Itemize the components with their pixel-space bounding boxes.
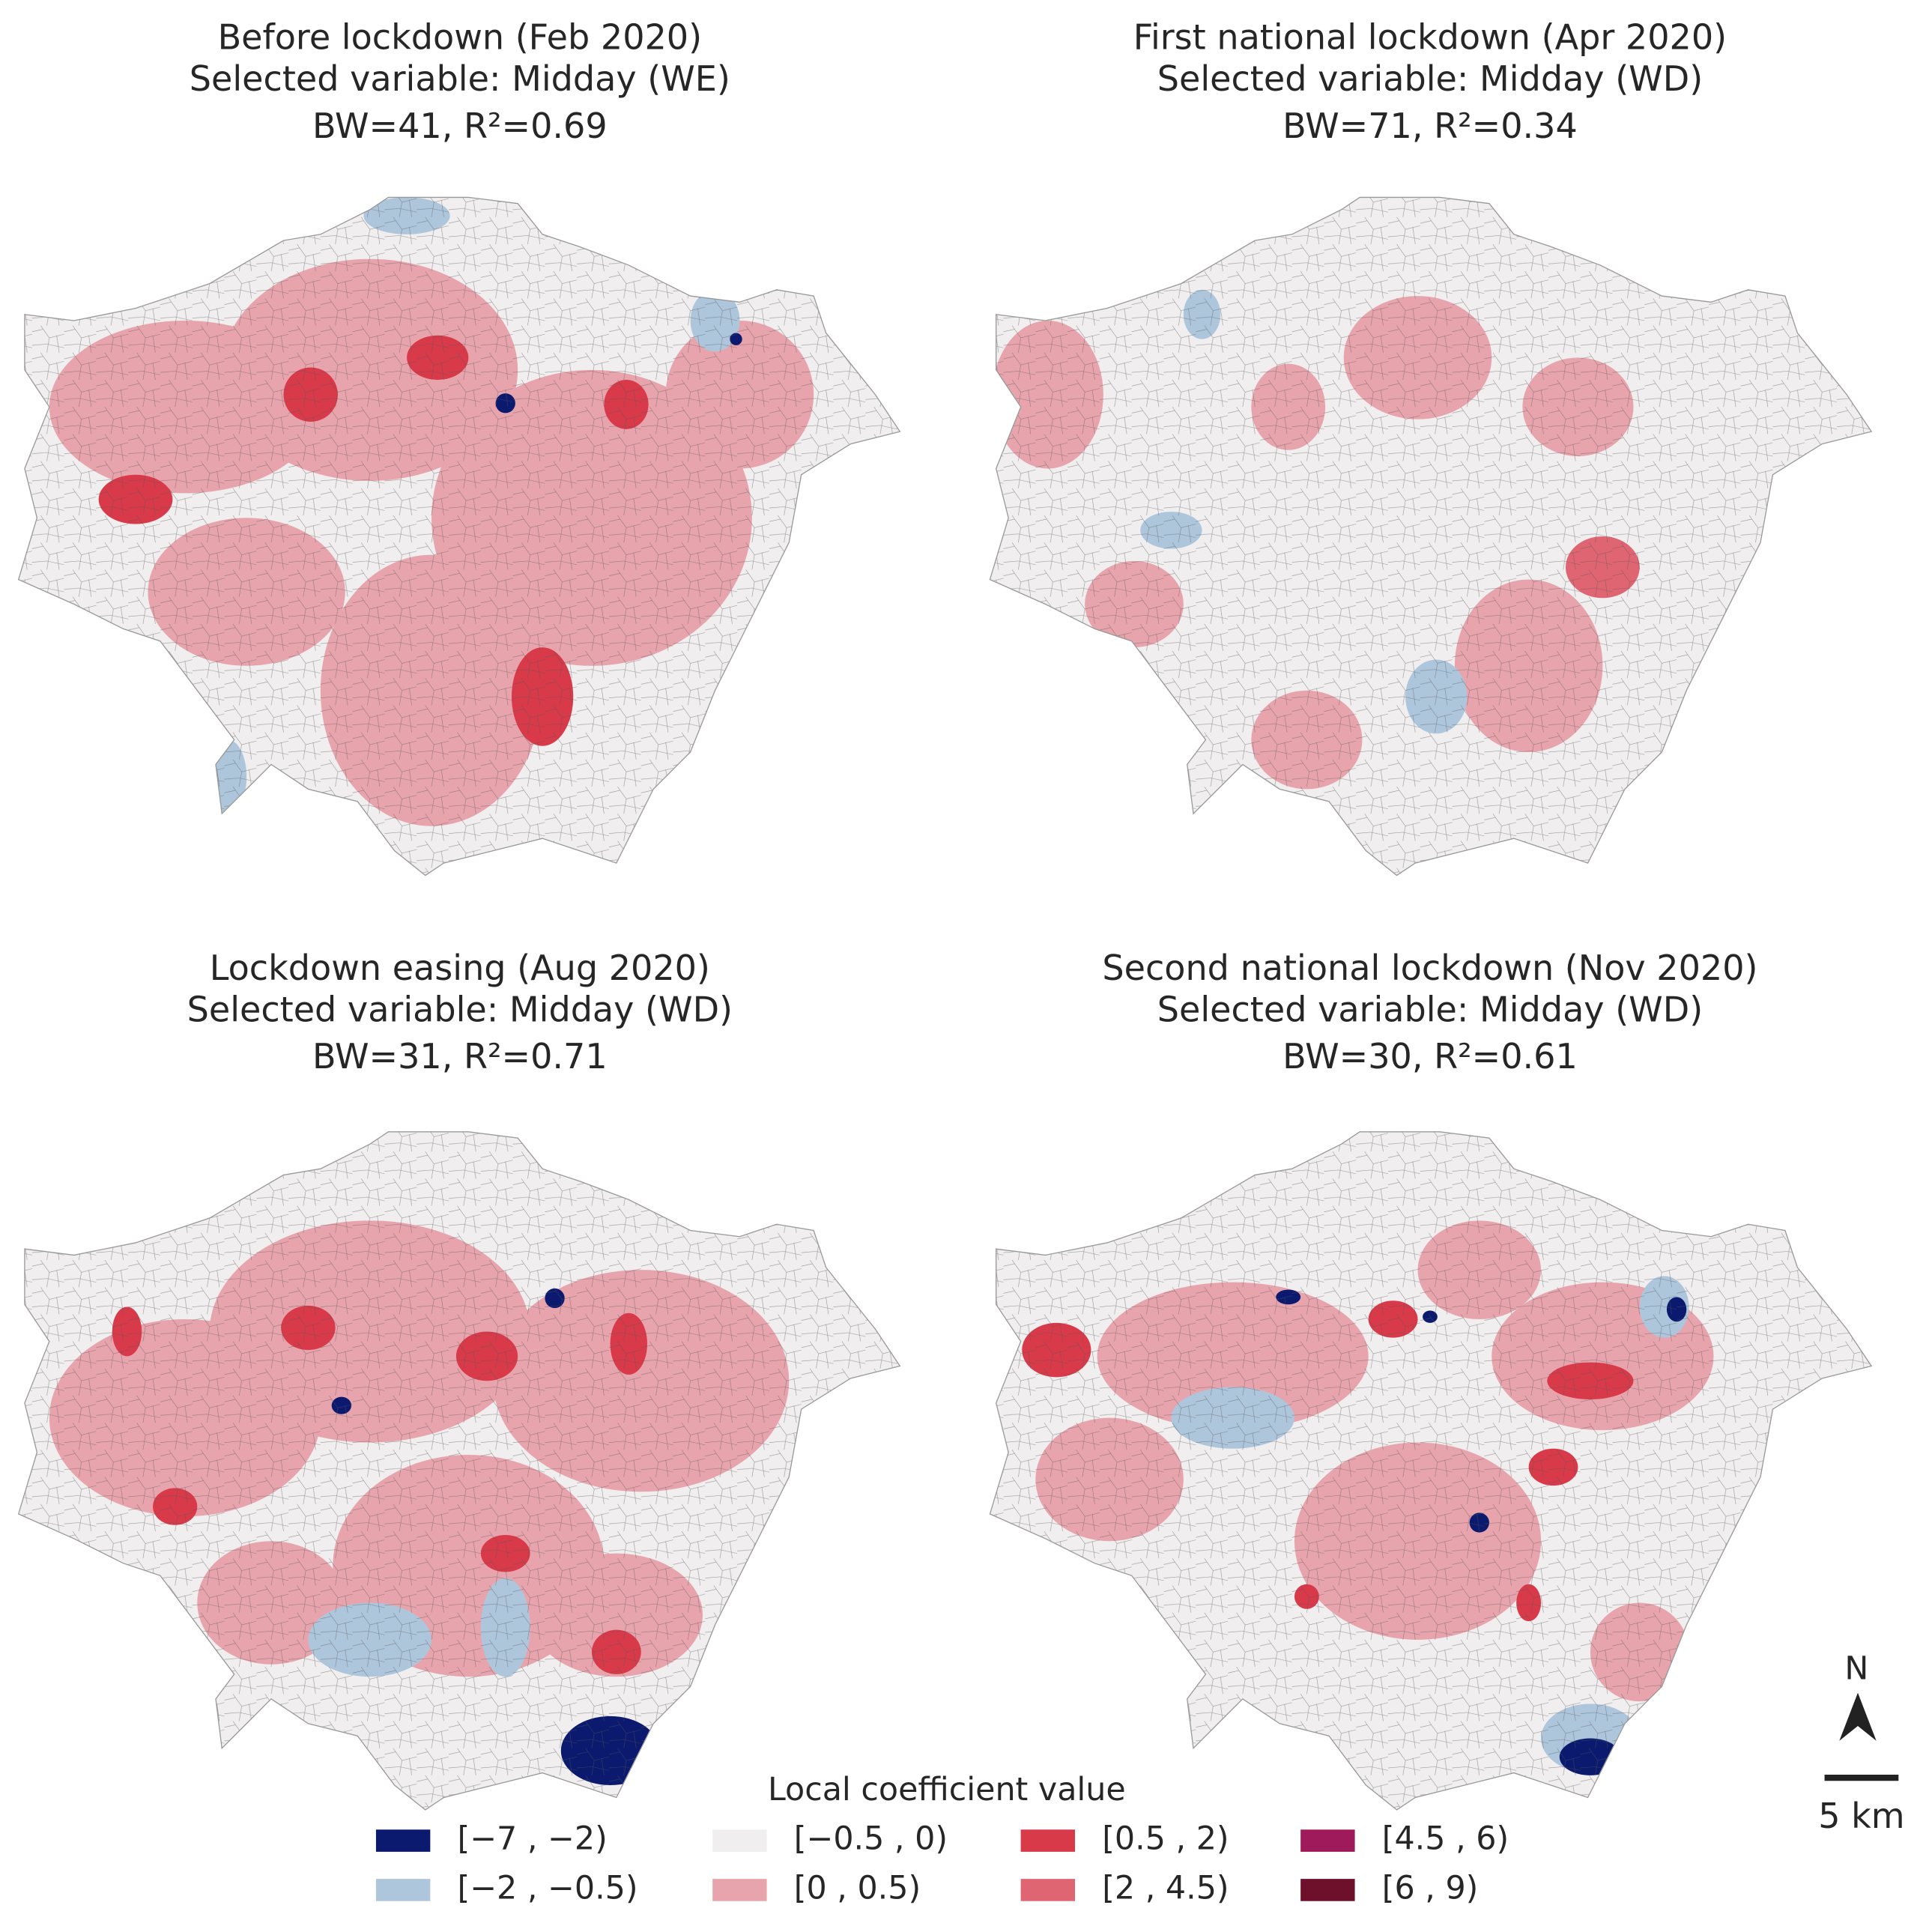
map bbox=[17, 196, 901, 876]
map-panel: Second national lockdown (Nov 2020)Selec… bbox=[989, 948, 1872, 1811]
panel-title: Lockdown easing (Aug 2020) bbox=[210, 948, 710, 988]
panel-title: Selected variable: Midday (WD) bbox=[1157, 58, 1703, 99]
panel-title: Before lockdown (Feb 2020) bbox=[218, 16, 703, 57]
legend-label: [6 , 9) bbox=[1382, 1869, 1479, 1907]
legend-label: [4.5 , 6) bbox=[1382, 1820, 1509, 1858]
north-arrow bbox=[1839, 1692, 1877, 1741]
panel-title: BW=31, R²=0.71 bbox=[312, 1036, 608, 1076]
scale-label: 5 km bbox=[1818, 1796, 1905, 1836]
legend-label: [2 , 4.5) bbox=[1102, 1869, 1229, 1907]
legend-swatch bbox=[712, 1829, 767, 1852]
legend-label: [−7 , −2) bbox=[458, 1820, 608, 1858]
legend-label: [−0.5 , 0) bbox=[794, 1820, 948, 1858]
legend-swatch bbox=[1020, 1829, 1076, 1852]
legend-title: Local coefficient value bbox=[768, 1771, 1126, 1808]
legend-swatch bbox=[1300, 1829, 1355, 1852]
legend-swatch bbox=[712, 1879, 767, 1901]
legend-swatch bbox=[375, 1829, 431, 1852]
map-panel: Lockdown easing (Aug 2020)Selected varia… bbox=[17, 948, 901, 1811]
map-panel: Before lockdown (Feb 2020)Selected varia… bbox=[17, 16, 901, 876]
map bbox=[989, 1131, 1872, 1811]
panel-title: BW=41, R²=0.69 bbox=[312, 106, 608, 146]
map bbox=[17, 1131, 901, 1811]
legend-label: [0 , 0.5) bbox=[794, 1869, 921, 1907]
legend-label: [−2 , −0.5) bbox=[458, 1869, 638, 1907]
panel-title: Selected variable: Midday (WD) bbox=[1157, 990, 1703, 1030]
panel-title: Selected variable: Midday (WE) bbox=[190, 58, 730, 99]
panel-title: Selected variable: Midday (WD) bbox=[187, 990, 733, 1030]
panel-title: First national lockdown (Apr 2020) bbox=[1133, 16, 1727, 57]
legend-swatch bbox=[1300, 1879, 1355, 1901]
north-label: N bbox=[1844, 1650, 1868, 1687]
legend-swatch bbox=[1020, 1879, 1076, 1901]
panel-title: BW=30, R²=0.61 bbox=[1282, 1036, 1578, 1076]
legend-label: [0.5 , 2) bbox=[1102, 1820, 1229, 1858]
legend-swatch bbox=[375, 1879, 431, 1901]
panel-title: Second national lockdown (Nov 2020) bbox=[1102, 948, 1757, 988]
map bbox=[989, 196, 1872, 876]
map-panel: First national lockdown (Apr 2020)Select… bbox=[989, 16, 1872, 876]
panel-title: BW=71, R²=0.34 bbox=[1282, 106, 1578, 146]
